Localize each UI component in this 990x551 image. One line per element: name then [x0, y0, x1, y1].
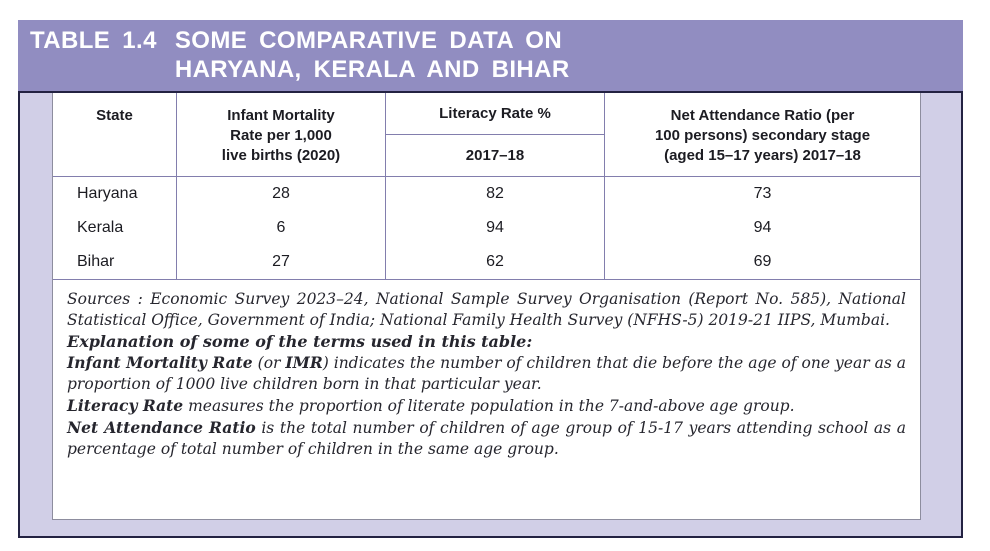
nar-header-line1: Net Attendance Ratio (per: [670, 107, 855, 124]
nar-value: 73: [753, 185, 772, 202]
state-name: Bihar: [53, 245, 177, 279]
table-row-bihar: Bihar 27 62 69: [53, 245, 920, 279]
imr-definition: Infant Mortality Rate (or IMR) indicates…: [67, 353, 906, 393]
nar-value: 94: [753, 219, 772, 236]
imr-value: 27: [177, 245, 386, 279]
nar-value: 69: [753, 253, 772, 270]
literacy-header-label: Literacy Rate %: [386, 93, 604, 135]
state-name: Kerala: [53, 211, 177, 245]
table-row-haryana: Haryana 28 82 73: [53, 177, 920, 211]
table-notes: Sources : Economic Survey 2023–24, Natio…: [53, 280, 920, 460]
nar-term: Net Attendance Ratio: [67, 418, 256, 437]
literacy-value: 82: [386, 177, 605, 211]
literacy-definition: Literacy Rate measures the proportion of…: [67, 396, 795, 415]
nar-definition: Net Attendance Ratio is the total number…: [67, 418, 906, 458]
imr-header-line3: live births (2020): [221, 147, 341, 164]
table-number: TABLE 1.4: [30, 27, 157, 54]
literacy-header-year: 2017–18: [465, 146, 525, 164]
state-name: Haryana: [53, 177, 177, 211]
literacy-value: 62: [386, 245, 605, 279]
col-header-state: State: [53, 93, 177, 176]
sources-note: Sources : Economic Survey 2023–24, Natio…: [67, 290, 906, 329]
table-title: SOME COMPARATIVE DATA ON HARYANA, KERALA…: [175, 26, 570, 84]
col-header-net-attendance: Net Attendance Ratio (per 100 persons) s…: [605, 93, 920, 176]
imr-header-line2: Rate per 1,000: [230, 127, 332, 144]
table-title-line2: HARYANA, KERALA AND BIHAR: [174, 56, 570, 83]
table-header-row: State Infant Mortality Rate per 1,000 li…: [53, 93, 920, 177]
col-header-infant-mortality: Infant Mortality Rate per 1,000 live bir…: [177, 93, 386, 176]
imr-value: 6: [177, 211, 386, 245]
table-row-kerala: Kerala 6 94 94: [53, 211, 920, 245]
table-title-line1: SOME COMPARATIVE DATA ON: [174, 27, 563, 54]
col-header-literacy-rate: Literacy Rate % 2017–18: [386, 93, 605, 176]
imr-abbr: IMR: [285, 353, 323, 372]
table-content-panel: State Infant Mortality Rate per 1,000 li…: [52, 93, 921, 520]
table-frame: State Infant Mortality Rate per 1,000 li…: [18, 91, 963, 538]
table-title-bar: TABLE 1.4 SOME COMPARATIVE DATA ON HARYA…: [18, 20, 963, 91]
imr-term: Infant Mortality Rate: [67, 353, 253, 372]
explanation-heading: Explanation of some of the terms used in…: [67, 332, 533, 351]
nar-header-line3: (aged 15–17 years) 2017–18: [664, 147, 861, 164]
nar-header-line2: 100 persons) secondary stage: [654, 127, 871, 144]
literacy-term: Literacy Rate: [67, 396, 184, 415]
imr-value: 28: [177, 177, 386, 211]
table-body: Haryana 28 82 73 Kerala 6 94 94 Bihar 27…: [53, 177, 920, 280]
imr-header-line1: Infant Mortality: [227, 107, 335, 124]
literacy-value: 94: [386, 211, 605, 245]
